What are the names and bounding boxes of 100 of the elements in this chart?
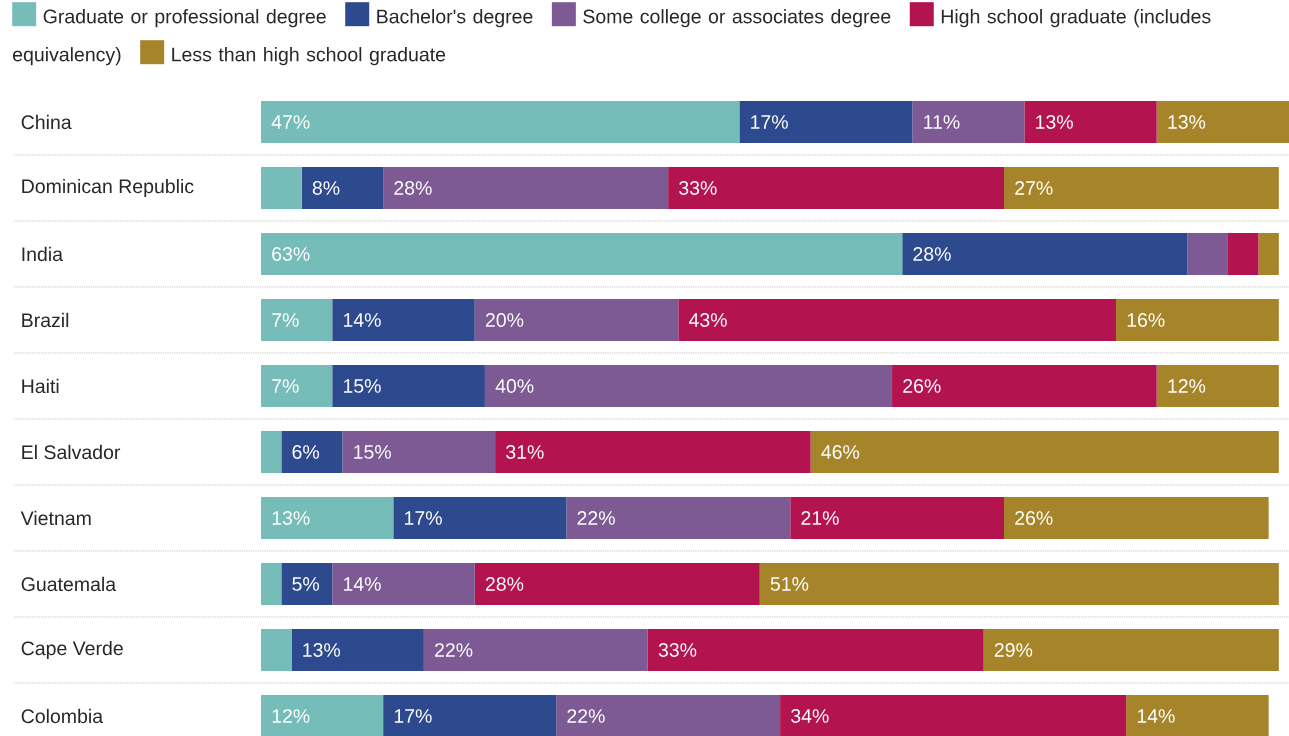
bar [892,364,1157,407]
bar [678,298,1116,341]
data-label: 15% [343,379,381,393]
y-tick-label: Haiti [22,378,59,394]
bar [383,166,669,209]
data-label: 14% [343,313,381,327]
bar [983,628,1279,671]
bar [261,628,292,671]
bar [1227,232,1259,275]
bar [810,430,1279,473]
y-tick-label: China [21,114,72,130]
data-label: 40% [495,379,534,393]
data-label: 17% [394,709,432,723]
data-label: 33% [679,181,717,195]
y-tick-label: Cape Verde [21,640,123,660]
data-label: 33% [658,643,697,657]
data-label: 14% [1137,709,1175,723]
bar [647,628,984,671]
legend-label: Graduate or professional degree [43,9,326,28]
bar [1126,694,1269,736]
data-label: 29% [994,643,1033,657]
data-label: 17% [405,511,442,525]
bar [342,430,496,473]
bar [393,496,567,539]
data-label: 20% [485,313,524,327]
bar [759,562,1279,605]
data-label: 14% [343,577,381,591]
bar [301,166,384,209]
bar [261,100,740,143]
data-label: 7% [272,379,299,393]
bar [1115,298,1279,341]
bar [1024,100,1157,143]
y-tick-label: Vietnam [20,510,91,526]
data-label: 13% [272,511,310,525]
bar [332,298,475,341]
bar [261,430,282,473]
bar [739,100,913,143]
data-label: 63% [272,247,310,261]
bar [556,694,781,736]
data-label: 46% [821,445,860,459]
data-label: 12% [1168,379,1206,393]
bar [261,562,282,605]
bar [1258,232,1279,275]
bar [902,232,1188,275]
data-label: 11% [924,115,960,129]
text: equivalency) [13,47,121,66]
bar [1156,364,1279,407]
bar [261,298,333,341]
data-label: 43% [688,313,727,327]
y-tick-label: Colombia [21,708,104,724]
data-label: 5% [292,577,320,591]
text: High school graduate (includes [941,9,1211,28]
data-label: 17% [751,115,788,129]
data-label: 16% [1127,313,1165,327]
data-label: 15% [354,445,391,459]
data-label: 13% [1168,115,1206,129]
bar [495,430,811,473]
data-label: 27% [1015,181,1053,195]
data-label: 8% [312,181,340,195]
y-tick-label: Dominican Republic [22,178,194,198]
bar [261,694,384,736]
bar [1156,100,1289,143]
data-label: 13% [303,643,341,657]
bar [668,166,1005,209]
data-label: 7% [272,313,299,327]
y-tick-label: India [22,246,63,262]
bar [281,562,333,605]
data-label: 26% [903,379,941,393]
bar [484,364,893,407]
data-label: 6% [292,445,320,459]
legend-label: Bachelor's degree [377,9,533,28]
data-label: 34% [791,709,829,723]
data-label: 51% [770,577,809,591]
data-label: 13% [1036,115,1073,129]
bar [332,364,485,407]
bar [566,496,791,539]
bar [912,100,1025,143]
bar [1004,166,1279,209]
data-label: 28% [913,247,951,261]
y-tick-label: Brazil [22,312,69,328]
bar [332,562,475,605]
bar [261,496,394,539]
y-tick-label: Guatemala [21,576,117,592]
bar [291,628,424,671]
legend-label: Some college or associates degree [583,9,891,28]
bar [780,694,1127,736]
y-tick-label: El Salvador [22,444,121,460]
bar [261,166,302,209]
data-label: 21% [801,511,839,525]
data-label: 22% [435,643,473,657]
bar [383,694,557,736]
bar [790,496,1005,539]
data-label: 12% [272,709,310,723]
bar [474,562,760,605]
legend-label: Less than high school graduate [172,47,446,66]
bar [261,364,333,407]
bar [474,298,679,341]
bar [281,430,343,473]
data-label: 22% [567,709,605,723]
data-label: 28% [394,181,432,195]
